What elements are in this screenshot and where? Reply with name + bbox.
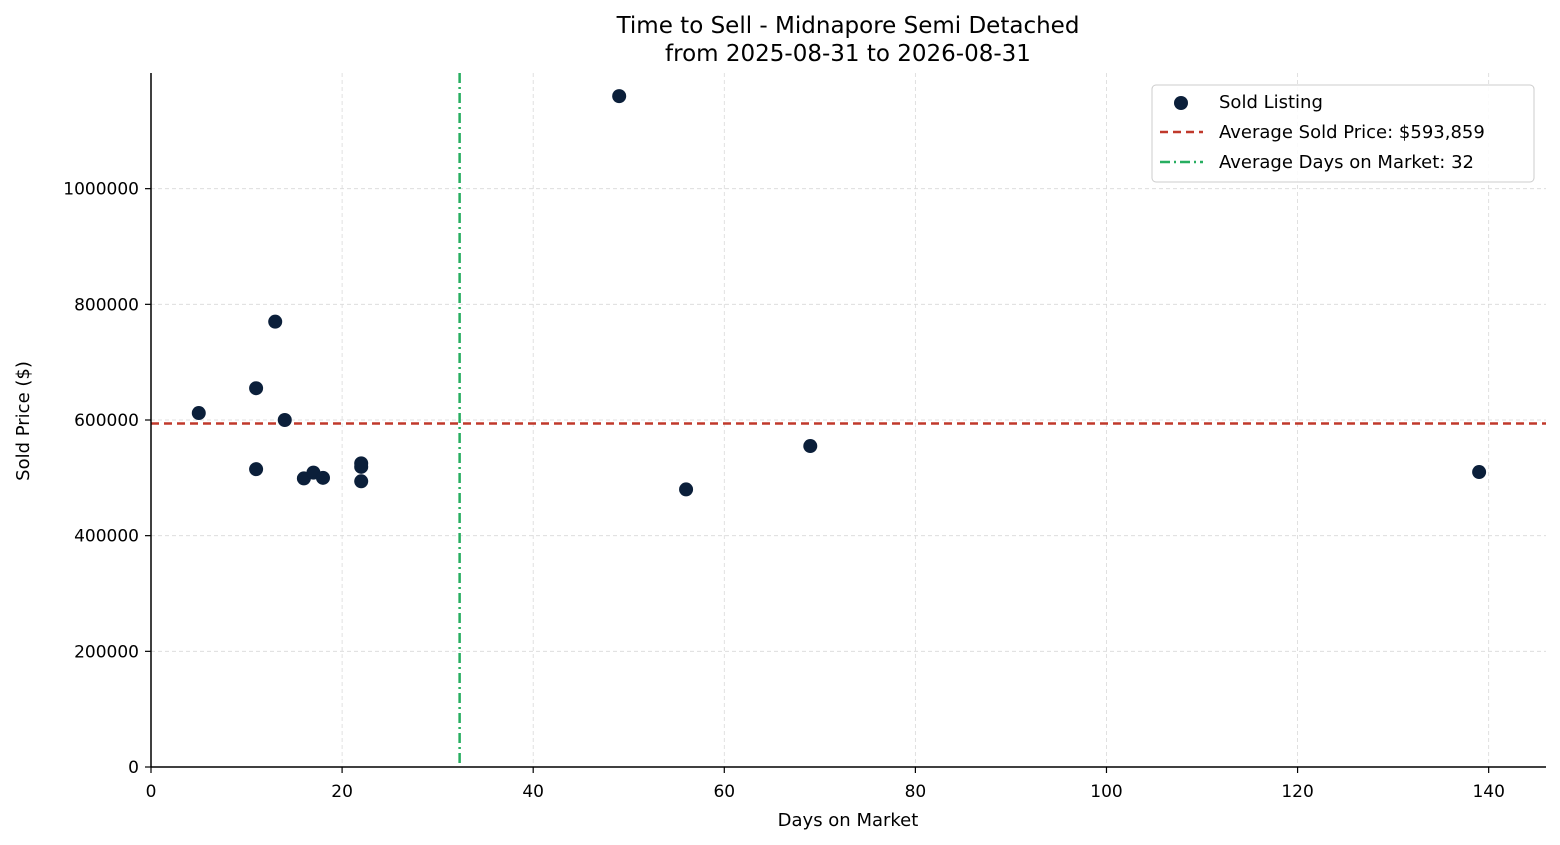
- data-point: [277, 413, 292, 427]
- data-point: [268, 314, 283, 329]
- data-point: [249, 462, 264, 477]
- ticks: 0 20 40 60 80 100 120 140 0 200000 400000 600000 800…: [63, 180, 1505, 802]
- y-tick-label: 200000: [74, 642, 139, 662]
- y-tick-label: 600000: [74, 411, 139, 431]
- x-tick-label: 120: [1281, 782, 1313, 802]
- y-axis-label: Sold Price ($): [13, 361, 34, 481]
- data-point: [315, 470, 330, 485]
- legend-marker-sold-listing: [1174, 96, 1188, 110]
- x-axis-label: Days on Market: [778, 810, 919, 831]
- y-tick-label: 800000: [74, 295, 139, 315]
- data-point: [679, 482, 694, 497]
- y-tick-label: 0: [128, 758, 139, 778]
- legend-frame: [1151, 84, 1535, 183]
- y-tick-label: 400000: [74, 527, 139, 547]
- x-tick-label: 140: [1472, 782, 1504, 802]
- legend-label-average-price: Average Sold Price: $593,859: [1219, 122, 1485, 143]
- data-point: [191, 406, 206, 421]
- x-tick-label: 100: [1090, 782, 1122, 802]
- y-tick-label: 1000000: [63, 180, 139, 200]
- x-tick-label: 20: [331, 782, 353, 802]
- x-tick-label: 80: [905, 782, 927, 802]
- chart-title: Time to Sell - Midnapore Semi Detached: [616, 13, 1080, 39]
- legend-label-sold-listing: Sold Listing: [1219, 92, 1323, 113]
- legend: Sold Listing Average Sold Price: $593,85…: [1151, 84, 1535, 183]
- x-tick-label: 60: [713, 782, 735, 802]
- grid-lines: [151, 73, 1546, 767]
- x-tick-label: 0: [146, 782, 157, 802]
- legend-label-average-days: Average Days on Market: 32: [1219, 152, 1474, 173]
- chart-subtitle: from 2025-08-31 to 2026-08-31: [665, 41, 1031, 67]
- data-point: [354, 474, 369, 489]
- x-tick-label: 40: [522, 782, 544, 802]
- data-point: [1472, 465, 1487, 480]
- data-point: [354, 459, 369, 474]
- reference-lines: [151, 73, 1546, 767]
- scatter-points: [191, 89, 1487, 497]
- data-point: [803, 439, 818, 454]
- data-point: [612, 89, 627, 104]
- data-point: [249, 381, 264, 396]
